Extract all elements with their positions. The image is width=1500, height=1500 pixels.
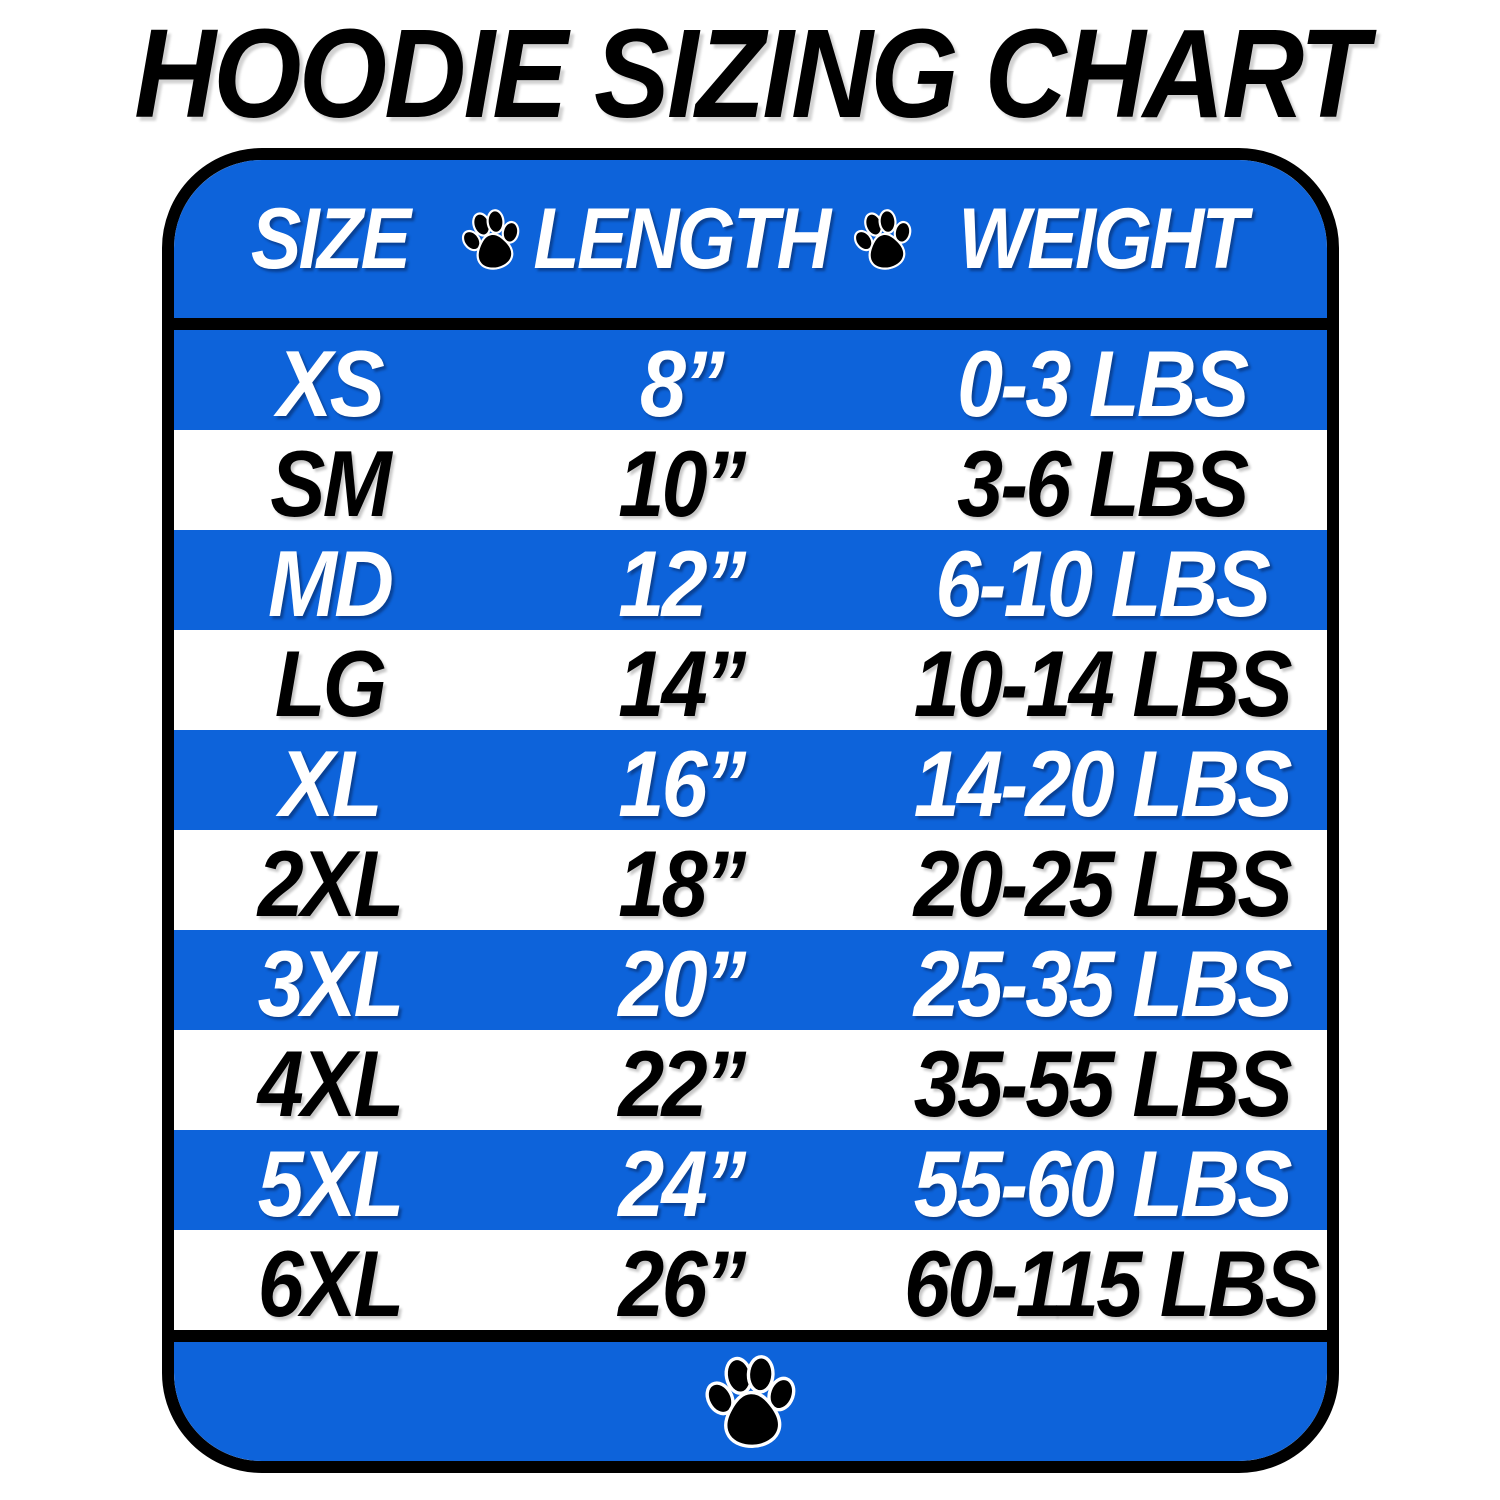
cell-size: SM (269, 431, 391, 536)
cell-size: 2XL (257, 831, 403, 936)
cell-length: 16” (618, 731, 746, 836)
cell-weight: 25-35 LBS (913, 931, 1293, 1036)
cell-length: 22” (618, 1031, 746, 1136)
cell-size: 3XL (257, 931, 403, 1036)
cell-size: LG (274, 631, 386, 736)
cell-size: 4XL (257, 1031, 403, 1136)
cell-weight: 0-3 LBS (956, 331, 1249, 436)
cell-size: 6XL (257, 1231, 403, 1336)
table-row: 6XL 26” 60-115 LBS (173, 1230, 1327, 1336)
cell-size: MD (267, 531, 393, 636)
cell-length: 20” (618, 931, 746, 1036)
table-row: LG 14” 10-14 LBS (173, 630, 1327, 736)
header-col-length: LENGTH (533, 190, 831, 287)
sizing-card: SIZE LENGTH WEIGHT XS 8” 0-3 LBS SM 10” … (161, 148, 1339, 1473)
header-col-weight: WEIGHT (958, 190, 1247, 287)
header-col-size: SIZE (250, 190, 410, 287)
cell-length: 24” (618, 1131, 746, 1236)
table-row: 2XL 18” 20-25 LBS (173, 830, 1327, 936)
cell-weight: 14-20 LBS (913, 731, 1293, 836)
paw-print-icon (454, 202, 528, 276)
cell-weight: 60-115 LBS (903, 1231, 1320, 1336)
cell-weight: 20-25 LBS (913, 831, 1293, 936)
cell-length: 18” (618, 831, 746, 936)
table-row: XL 16” 14-20 LBS (173, 730, 1327, 836)
cell-length: 8” (639, 331, 725, 436)
cell-size: XL (278, 731, 382, 836)
table-header: SIZE LENGTH WEIGHT (173, 160, 1327, 318)
table-row: 5XL 24” 55-60 LBS (173, 1130, 1327, 1236)
table-row: MD 12” 6-10 LBS (173, 530, 1327, 636)
paw-print-icon (846, 202, 920, 276)
cell-length: 10” (618, 431, 746, 536)
cell-weight: 3-6 LBS (956, 431, 1249, 536)
cell-weight: 6-10 LBS (935, 531, 1271, 636)
cell-weight: 55-60 LBS (913, 1131, 1293, 1236)
table-row: 3XL 20” 25-35 LBS (173, 930, 1327, 1036)
cell-size: XS (276, 331, 385, 436)
cell-length: 12” (618, 531, 746, 636)
header-divider-line (173, 318, 1327, 330)
cell-size: 5XL (257, 1131, 403, 1236)
page-title: HOODIE SIZING CHART (134, 3, 1369, 144)
paw-print-icon (699, 1348, 801, 1450)
cell-length: 14” (618, 631, 746, 736)
cell-weight: 35-55 LBS (913, 1031, 1293, 1136)
table-row: SM 10” 3-6 LBS (173, 430, 1327, 536)
cell-weight: 10-14 LBS (913, 631, 1293, 736)
cell-length: 26” (618, 1231, 746, 1336)
table-row: XS 8” 0-3 LBS (173, 330, 1327, 436)
table-row: 4XL 22” 35-55 LBS (173, 1030, 1327, 1136)
card-footer (173, 1342, 1327, 1461)
footer-divider-line (173, 1330, 1327, 1342)
